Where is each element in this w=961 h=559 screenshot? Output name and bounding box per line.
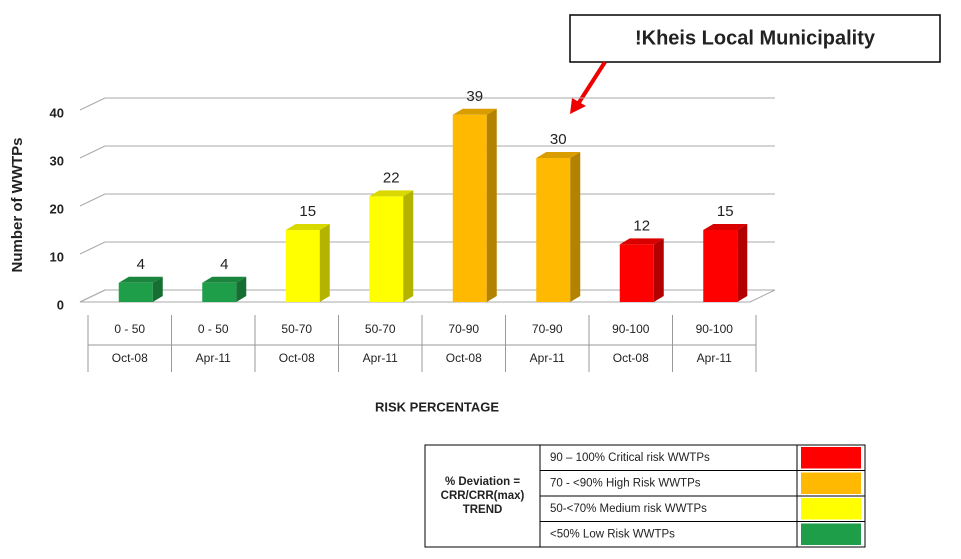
grid-line-side: [79, 193, 106, 207]
x-tick-label: 90-100: [612, 322, 650, 336]
y-tick-label: 0: [57, 297, 64, 312]
bar-top: [619, 238, 664, 245]
x-tick-label: 0 - 50: [198, 322, 229, 336]
bar: [285, 230, 320, 302]
legend-swatch: [801, 472, 861, 494]
grid-line-side: [79, 145, 106, 159]
value-label: 15: [299, 203, 316, 220]
bar-side: [236, 276, 247, 302]
x-tick-label: 0 - 50: [114, 322, 145, 336]
bar-top: [369, 190, 414, 197]
x-period-label: Oct-08: [446, 351, 482, 365]
bar: [619, 244, 654, 302]
grid-line-side: [79, 289, 106, 303]
legend-label: 70 - <90% High Risk WWTPs: [550, 477, 701, 489]
x-period-label: Apr-11: [697, 351, 732, 365]
legend-title: CRR/CRR(max): [441, 490, 525, 502]
legend-swatch: [801, 498, 861, 520]
bar-side: [737, 224, 748, 302]
arrow-head: [570, 98, 586, 114]
annotation: !Kheis Local Municipality: [635, 27, 876, 49]
bar-top: [285, 224, 330, 230]
value-label: 39: [466, 88, 483, 105]
bar-top: [703, 224, 748, 230]
bar-top: [536, 152, 581, 158]
bar-side: [152, 276, 163, 302]
legend-swatch: [801, 523, 861, 545]
bar-side: [403, 190, 414, 302]
arrow: [576, 60, 607, 106]
bar-side: [486, 108, 497, 302]
y-tick-label: 30: [50, 153, 64, 168]
y-tick-label: 20: [50, 201, 64, 216]
x-tick-label: 50-70: [365, 322, 396, 336]
floor: [79, 289, 776, 303]
bar-top: [452, 108, 497, 115]
x-period-label: Oct-08: [279, 351, 315, 365]
value-label: 22: [383, 169, 400, 186]
x-tick-label: 70-90: [532, 322, 563, 336]
x-period-label: Apr-11: [530, 351, 565, 365]
legend-title: % Deviation =: [445, 476, 520, 488]
bar-top: [202, 276, 247, 283]
bar: [452, 114, 487, 302]
value-label: 30: [550, 131, 567, 148]
legend-title: TREND: [463, 504, 503, 516]
y-tick-label: 40: [50, 105, 64, 120]
bar: [118, 282, 153, 302]
x-tick-label: 50-70: [281, 322, 312, 336]
bar-side: [570, 152, 581, 302]
bar-side: [319, 224, 330, 302]
value-label: 4: [137, 256, 145, 273]
bar: [369, 196, 404, 302]
x-axis-label: RISK PERCENTAGE: [375, 399, 499, 414]
bar-top: [118, 276, 163, 283]
x-period-label: Apr-11: [196, 351, 231, 365]
grid-line-side: [79, 241, 106, 255]
x-tick-label: 70-90: [448, 322, 479, 336]
value-label: 4: [220, 256, 228, 273]
bar: [536, 158, 571, 302]
legend-label: <50% Low Risk WWTPs: [550, 528, 675, 540]
legend-label: 90 – 100% Critical risk WWTPs: [550, 452, 710, 464]
x-tick-label: 90-100: [696, 322, 734, 336]
grid-line-side: [79, 97, 106, 111]
legend-swatch: [801, 447, 861, 469]
x-period-label: Oct-08: [112, 351, 148, 365]
y-tick-label: 10: [50, 249, 64, 264]
value-label: 15: [717, 203, 734, 220]
bar: [202, 282, 237, 302]
annotation-box: [569, 14, 941, 63]
bar: [703, 230, 738, 302]
x-period-label: Oct-08: [613, 351, 649, 365]
x-period-label: Apr-11: [363, 351, 398, 365]
bar-side: [653, 238, 664, 302]
legend-label: 50-<70% Medium risk WWTPs: [550, 503, 707, 515]
value-label: 12: [633, 217, 650, 234]
y-axis-label: Number of WWTPs: [9, 138, 26, 273]
